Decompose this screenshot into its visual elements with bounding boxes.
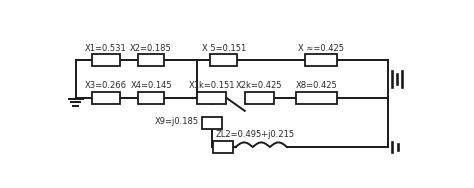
Text: X ≈=0.425: X ≈=0.425 [298, 44, 344, 53]
Text: X9=j0.185: X9=j0.185 [155, 117, 199, 126]
Text: X2=0.185: X2=0.185 [130, 44, 172, 53]
FancyBboxPatch shape [92, 92, 120, 104]
FancyBboxPatch shape [245, 92, 274, 104]
Text: X1=0.531: X1=0.531 [85, 44, 127, 53]
FancyBboxPatch shape [210, 54, 237, 66]
FancyBboxPatch shape [197, 92, 227, 104]
FancyBboxPatch shape [296, 92, 337, 104]
Text: X8=0.425: X8=0.425 [295, 81, 337, 90]
FancyBboxPatch shape [138, 54, 164, 66]
FancyBboxPatch shape [213, 141, 233, 153]
Text: X1k=0.151: X1k=0.151 [189, 81, 235, 90]
FancyBboxPatch shape [201, 117, 222, 129]
Text: X4=0.145: X4=0.145 [130, 81, 172, 90]
Text: X2k=0.425: X2k=0.425 [236, 81, 283, 90]
FancyBboxPatch shape [305, 54, 337, 66]
FancyBboxPatch shape [138, 92, 164, 104]
FancyBboxPatch shape [92, 54, 120, 66]
Text: X 5=0.151: X 5=0.151 [201, 44, 246, 53]
Text: ZL2=0.495+j0.215: ZL2=0.495+j0.215 [215, 130, 294, 139]
Text: X3=0.266: X3=0.266 [85, 81, 127, 90]
